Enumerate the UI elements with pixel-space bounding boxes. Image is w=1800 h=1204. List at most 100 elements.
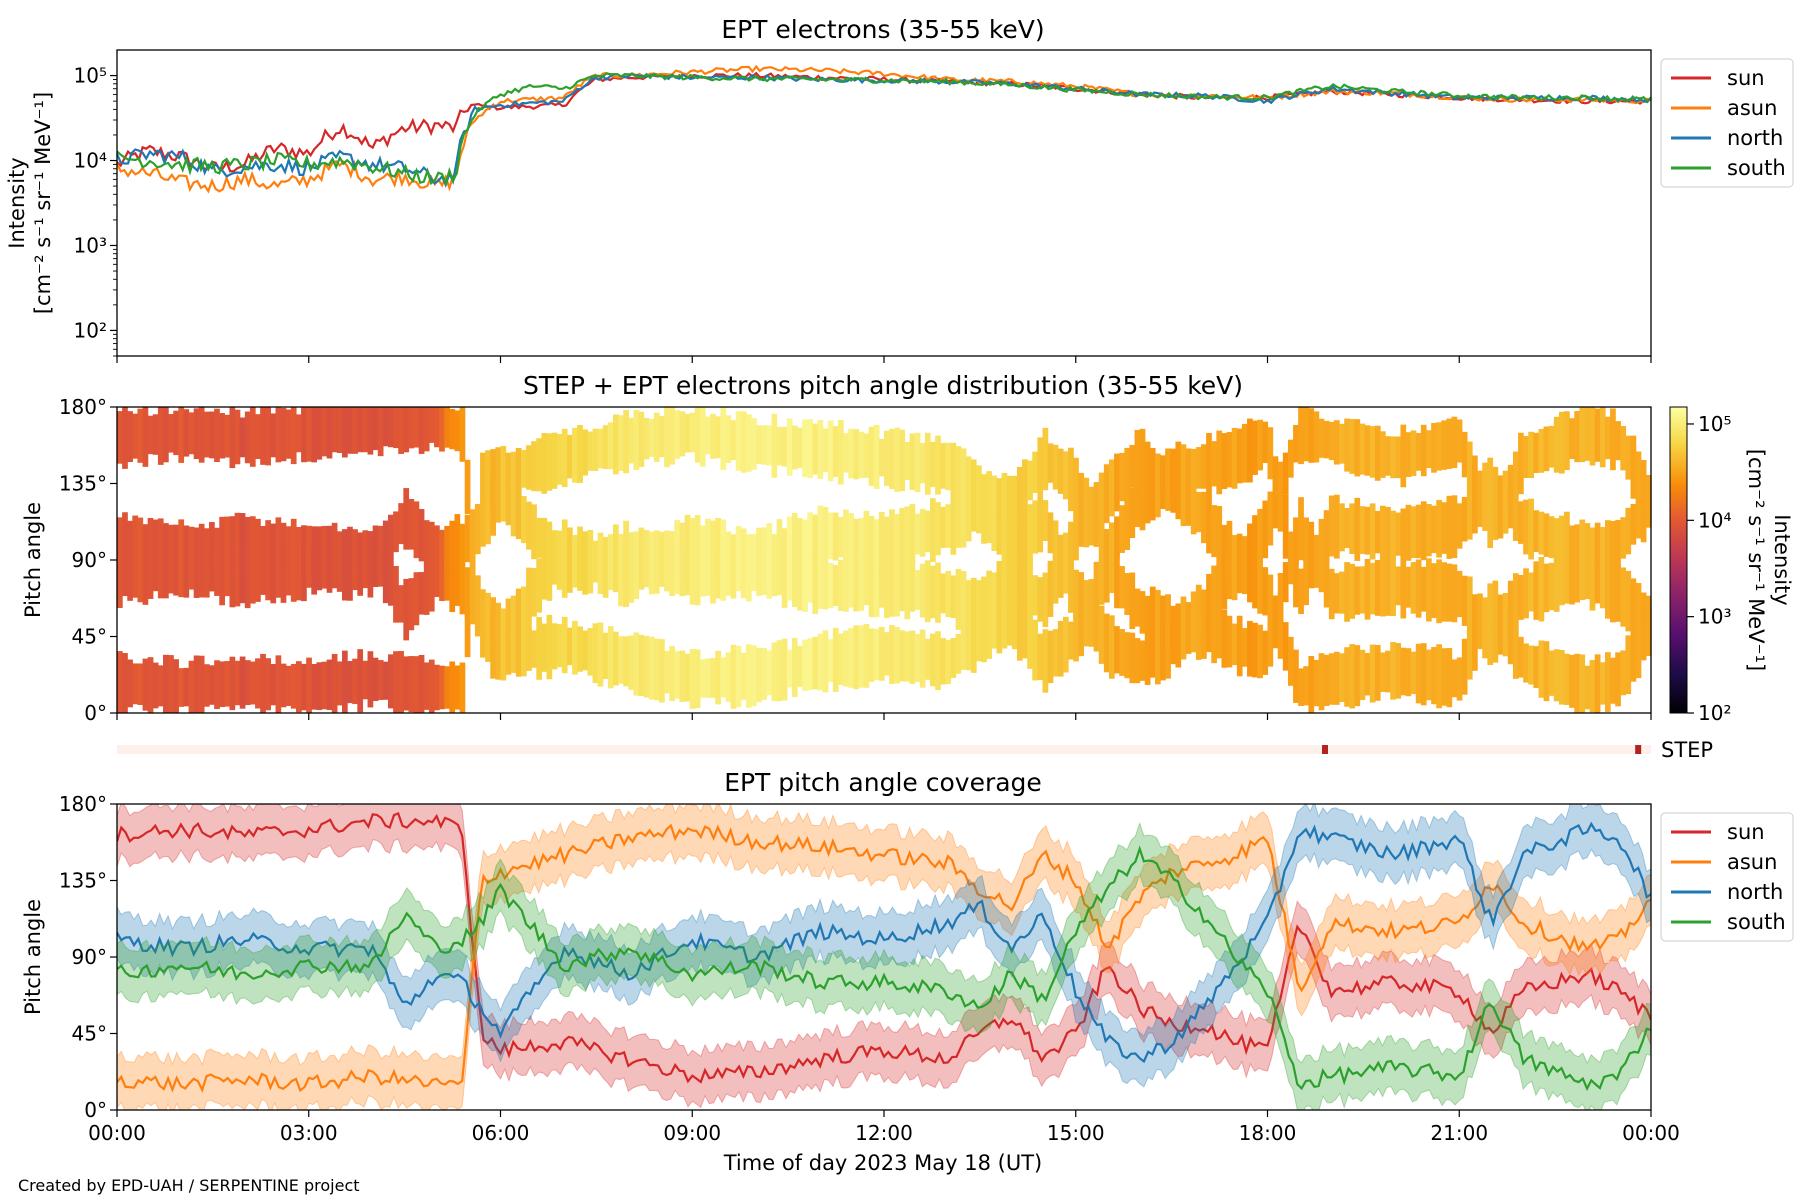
heatmap-cell bbox=[311, 664, 318, 710]
heatmap-cell bbox=[756, 542, 762, 596]
heatmap-cell bbox=[188, 660, 195, 713]
heatmap-cell bbox=[745, 644, 752, 708]
heatmap-cell bbox=[551, 432, 558, 489]
heatmap-cell bbox=[919, 563, 926, 618]
heatmap-cell bbox=[930, 565, 936, 619]
step-marker bbox=[1635, 745, 1642, 754]
heatmap-cell bbox=[536, 438, 542, 492]
heatmap-cell bbox=[572, 427, 578, 483]
heatmap-cell bbox=[1584, 523, 1591, 580]
band-series-south bbox=[117, 821, 1651, 1110]
line-series-sun bbox=[117, 811, 1651, 1084]
heatmap-cell bbox=[1262, 500, 1269, 559]
heatmap-cell bbox=[807, 638, 814, 691]
heatmap-cell bbox=[1001, 472, 1008, 537]
heatmap-cell bbox=[1134, 638, 1141, 684]
heatmap-cell bbox=[203, 546, 210, 598]
heatmap-cell bbox=[275, 407, 282, 463]
panel-coverage-xlabel: Time of day 2023 May 18 (UT) bbox=[723, 1151, 1042, 1175]
heatmap-cell bbox=[1415, 433, 1422, 471]
heatmap-cell bbox=[352, 658, 358, 705]
heatmap-cell bbox=[914, 432, 921, 493]
heatmap-cell bbox=[1129, 572, 1136, 630]
colorbar-tick-label: 10⁵ bbox=[1698, 412, 1731, 436]
heatmap-cell bbox=[1144, 465, 1151, 524]
heatmap-cell bbox=[843, 509, 849, 567]
x-tick-label: 00:00 bbox=[88, 1121, 146, 1145]
heatmap-cell bbox=[117, 545, 123, 609]
colorbar-tick-label: 10⁴ bbox=[1698, 508, 1731, 532]
heatmap-cell bbox=[382, 407, 389, 447]
heatmap-cell bbox=[147, 546, 154, 599]
heatmap-cell bbox=[950, 575, 957, 619]
y-tick-label: 45° bbox=[72, 625, 107, 649]
heatmap-cell bbox=[612, 414, 619, 475]
heatmap-cell bbox=[884, 553, 890, 619]
heatmap-cell bbox=[822, 428, 829, 472]
heatmap-cell bbox=[1466, 576, 1473, 639]
heatmap-cell bbox=[188, 526, 195, 574]
heatmap-cell bbox=[1594, 408, 1601, 462]
heatmap-cell bbox=[837, 633, 844, 686]
heatmap-cell bbox=[1461, 575, 1468, 626]
heatmap-cell bbox=[1630, 631, 1637, 682]
line-series-south bbox=[117, 845, 1651, 1092]
heatmap-cell bbox=[1006, 557, 1013, 602]
heatmap-cell bbox=[648, 636, 655, 700]
heatmap-cell bbox=[393, 511, 399, 553]
heatmap-cell bbox=[858, 560, 865, 611]
heatmap-cell bbox=[1252, 420, 1258, 475]
heatmap-cell bbox=[1211, 603, 1217, 664]
heatmap-cell bbox=[1548, 562, 1555, 611]
heatmap-cell bbox=[1635, 451, 1642, 502]
heatmap-cell bbox=[1354, 566, 1361, 615]
heatmap-cell bbox=[1333, 573, 1340, 614]
heatmap-cell bbox=[541, 433, 548, 494]
heatmap-cell bbox=[807, 512, 814, 565]
heatmap-cell bbox=[1410, 430, 1417, 477]
heatmap-cell bbox=[219, 661, 225, 708]
heatmap-cell bbox=[1461, 431, 1468, 478]
heatmap-cell bbox=[173, 659, 179, 713]
heatmap-cell bbox=[1640, 620, 1647, 661]
heatmap-cell bbox=[301, 407, 307, 463]
heatmap-cell bbox=[526, 501, 532, 550]
heatmap-cell bbox=[546, 614, 553, 680]
heatmap-cell bbox=[1282, 622, 1289, 671]
heatmap-cell bbox=[1160, 457, 1166, 496]
heatmap-cell bbox=[464, 609, 471, 658]
heatmap-cell bbox=[1589, 407, 1596, 466]
heatmap-cell bbox=[1195, 447, 1202, 489]
heatmap-cell bbox=[224, 516, 231, 575]
heatmap-cell bbox=[229, 656, 236, 711]
heatmap-cell bbox=[802, 419, 808, 477]
heatmap-cell bbox=[183, 540, 190, 598]
heatmap-cell bbox=[1298, 497, 1304, 561]
heatmap-cell bbox=[889, 509, 895, 573]
x-tick-label: 12:00 bbox=[855, 1121, 913, 1145]
heatmap-cell bbox=[904, 631, 911, 682]
heatmap-cell bbox=[940, 506, 946, 548]
heatmap-cell bbox=[117, 411, 123, 464]
heatmap-cell bbox=[1083, 494, 1090, 548]
heatmap-cell bbox=[781, 544, 788, 608]
heatmap-cell bbox=[1298, 407, 1304, 465]
heatmap-cell bbox=[1175, 461, 1182, 520]
heatmap-cell bbox=[705, 416, 711, 455]
heatmap-cell bbox=[1206, 432, 1212, 498]
heatmap-cell bbox=[163, 542, 169, 599]
heatmap-cell bbox=[960, 488, 967, 548]
legend2-label-north: north bbox=[1727, 880, 1783, 904]
x-tick-label: 09:00 bbox=[663, 1121, 721, 1145]
heatmap-cell bbox=[1006, 522, 1013, 575]
heatmap-cell bbox=[1241, 423, 1248, 483]
heatmap-cell bbox=[434, 664, 440, 711]
heatmap-cell bbox=[132, 413, 139, 459]
heatmap-cell bbox=[127, 659, 133, 708]
heatmap-cell bbox=[1323, 654, 1330, 706]
step-markers bbox=[1322, 745, 1642, 754]
heatmap-cell bbox=[1277, 572, 1284, 633]
heatmap-cell bbox=[1257, 624, 1263, 679]
heatmap-cell bbox=[935, 502, 941, 556]
heatmap-cell bbox=[843, 559, 849, 612]
